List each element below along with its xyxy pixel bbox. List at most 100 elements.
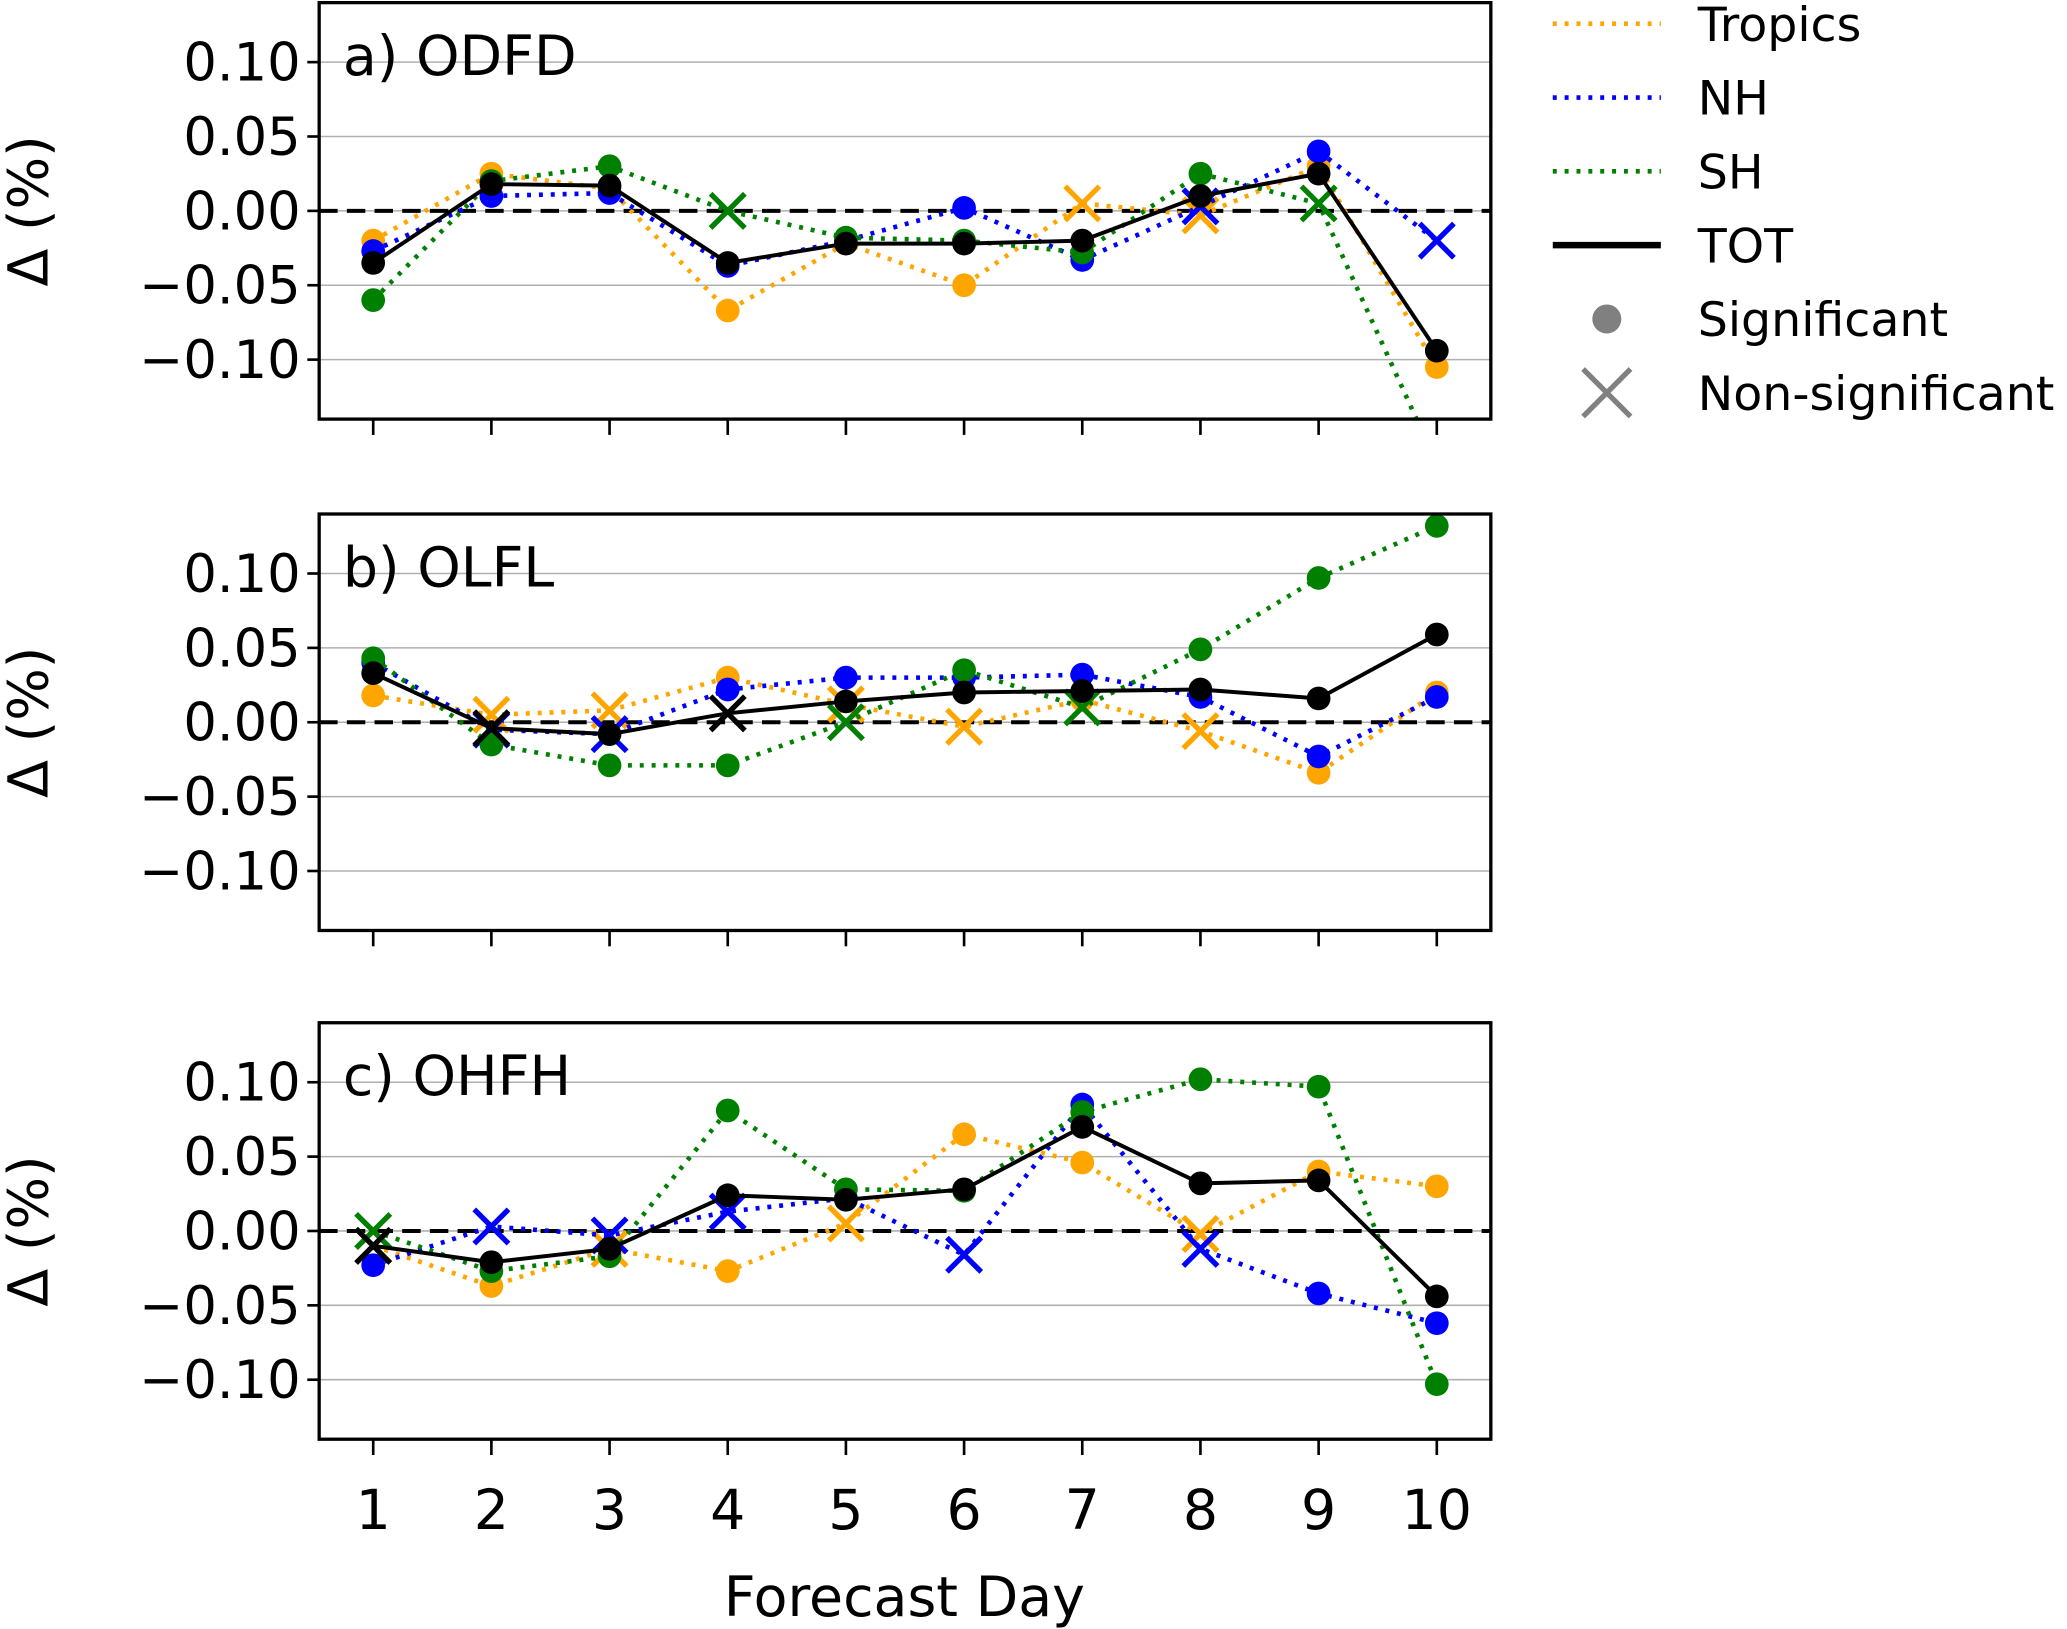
data-point-x-sh bbox=[708, 191, 747, 230]
y-tick-label: −0.05 bbox=[139, 1276, 301, 1337]
data-point-sh bbox=[715, 1098, 740, 1123]
y-tick-label: 0.00 bbox=[183, 693, 300, 754]
x-tick-label: 7 bbox=[1065, 1479, 1100, 1543]
data-point-tot bbox=[1306, 1168, 1331, 1193]
legend-x-marker bbox=[1581, 367, 1633, 419]
plot-area bbox=[361, 514, 1449, 785]
legend-item-sh: SH bbox=[1552, 145, 1764, 200]
y-tick-label: −0.10 bbox=[139, 841, 301, 902]
data-point-sh bbox=[1425, 452, 1449, 476]
plot-frame bbox=[317, 1021, 1493, 1441]
data-point-tot bbox=[1188, 184, 1213, 208]
series-line-tot bbox=[372, 632, 1438, 737]
panel-title: c) OHFH bbox=[343, 1045, 571, 1109]
data-point-tot bbox=[952, 1177, 976, 1202]
data-point-tot bbox=[1188, 1171, 1213, 1196]
legend: Tropics NH SH TOT Significant Non-significant bbox=[1552, 0, 2055, 422]
data-point-tropics bbox=[1306, 760, 1331, 785]
data-point-tot bbox=[361, 661, 386, 686]
data-point-x-sh bbox=[826, 703, 865, 742]
y-axis-label: Δ (%) bbox=[0, 1155, 62, 1306]
data-point-x-tropics bbox=[1181, 196, 1220, 235]
x-tick-label: 4 bbox=[710, 1479, 745, 1543]
y-tick-label: 0.05 bbox=[183, 1127, 300, 1188]
data-point-x-sh bbox=[1063, 688, 1102, 727]
data-point-sh bbox=[1424, 1372, 1449, 1397]
y-tick-label: 0.10 bbox=[183, 544, 300, 605]
data-point-x-nh bbox=[945, 1235, 984, 1274]
data-point-sh bbox=[597, 753, 622, 778]
data-point-tot bbox=[1070, 679, 1095, 703]
data-point-tot bbox=[1424, 338, 1449, 363]
data-point-tot bbox=[479, 1250, 504, 1275]
data-point-nh bbox=[952, 196, 976, 220]
data-point-tot bbox=[1070, 1114, 1095, 1139]
data-point-sh bbox=[597, 154, 622, 179]
data-point-tot bbox=[597, 173, 622, 198]
x-axis-label: Forecast Day bbox=[724, 1566, 1085, 1629]
series-line-nh bbox=[372, 660, 1438, 760]
series-line-sh bbox=[371, 523, 1438, 768]
data-point-x-nh bbox=[1417, 221, 1456, 260]
legend-label: NH bbox=[1698, 72, 1769, 127]
series-line-sh bbox=[371, 163, 1420, 420]
data-point-tot bbox=[834, 689, 858, 714]
x-tick-label: 6 bbox=[946, 1479, 981, 1543]
data-point-tot bbox=[1424, 622, 1449, 647]
series-line-nh bbox=[372, 148, 1439, 269]
data-point-x-tot bbox=[708, 694, 747, 733]
legend-label: Significant bbox=[1698, 293, 1948, 348]
plot-frame bbox=[317, 0, 1493, 421]
y-tick-label: 0.00 bbox=[183, 1201, 300, 1262]
x-tick-label: 3 bbox=[592, 1479, 627, 1543]
x-tick-label: 2 bbox=[474, 1479, 509, 1543]
data-point-tot bbox=[715, 251, 740, 275]
legend-item-non-significant: Non-significant bbox=[1581, 367, 2055, 422]
data-point-tot bbox=[1424, 1284, 1449, 1309]
data-point-sh bbox=[715, 753, 740, 778]
data-point-x-tropics bbox=[945, 707, 984, 746]
x-tick-label: 5 bbox=[828, 1479, 863, 1543]
data-point-tot bbox=[597, 722, 622, 747]
plot-area bbox=[361, 139, 1456, 476]
x-tick-label: 8 bbox=[1183, 1479, 1218, 1543]
data-point-x-tot bbox=[354, 1226, 393, 1265]
y-tick-label: −0.10 bbox=[139, 330, 301, 391]
data-point-tot bbox=[834, 1187, 858, 1212]
data-point-tot bbox=[1070, 228, 1095, 253]
data-point-sh bbox=[952, 658, 976, 683]
panel-c: 0.10 0.05 0.00 −0.05 −0.10 Δ (%) c) OHFH 1 2 3 4 5 6… bbox=[0, 1021, 1493, 1543]
data-point-tot bbox=[715, 1183, 740, 1208]
y-axis-label: Δ (%) bbox=[0, 135, 62, 286]
data-point-x-nh bbox=[1181, 1229, 1220, 1268]
data-point-tot bbox=[952, 231, 976, 256]
data-point-sh bbox=[1188, 637, 1213, 662]
data-point-tropics bbox=[952, 273, 976, 298]
data-point-nh bbox=[834, 665, 858, 690]
data-point-nh bbox=[715, 677, 740, 702]
panel-title: b) OLFL bbox=[343, 536, 555, 600]
data-point-nh bbox=[1424, 685, 1449, 709]
data-point-tot bbox=[597, 1236, 622, 1261]
data-point-sh bbox=[1424, 514, 1449, 538]
data-point-nh bbox=[1306, 139, 1331, 164]
plot-area bbox=[354, 1067, 1449, 1397]
data-point-tot bbox=[1306, 161, 1331, 186]
data-point-sh bbox=[479, 732, 504, 757]
data-point-nh bbox=[1070, 662, 1095, 687]
series-line-nh bbox=[372, 1100, 1438, 1326]
data-point-nh bbox=[1306, 1281, 1331, 1306]
data-point-nh bbox=[1306, 744, 1331, 769]
panel-a: 0.10 0.05 0.00 −0.05 −0.10 Δ (%) a) ODFD bbox=[0, 0, 1493, 476]
data-point-tropics bbox=[1070, 1150, 1095, 1175]
data-point-sh bbox=[1188, 161, 1213, 186]
y-axis-label: Δ (%) bbox=[0, 647, 62, 798]
data-point-x-nh bbox=[472, 1207, 511, 1246]
legend-circle-marker bbox=[1592, 304, 1622, 334]
x-tick-label: 10 bbox=[1402, 1479, 1472, 1543]
data-point-sh bbox=[1188, 1067, 1213, 1092]
legend-label: Non-significant bbox=[1698, 367, 2055, 422]
legend-item-nh: NH bbox=[1552, 72, 1769, 127]
legend-label: TOT bbox=[1697, 219, 1794, 274]
